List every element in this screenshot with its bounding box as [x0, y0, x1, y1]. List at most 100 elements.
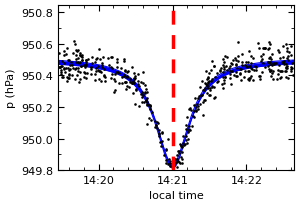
Point	[266, 49, 270, 52]
Point	[131, 72, 136, 75]
Point	[168, 160, 172, 163]
Point	[267, 63, 272, 66]
Point	[283, 75, 288, 79]
Point	[285, 77, 290, 80]
Point	[278, 57, 283, 61]
Point	[157, 131, 161, 135]
Point	[112, 91, 117, 95]
Point	[178, 145, 183, 148]
Point	[289, 45, 294, 48]
Point	[266, 47, 271, 50]
Point	[85, 72, 89, 75]
Point	[277, 52, 282, 55]
Point	[220, 58, 225, 61]
Point	[113, 89, 118, 93]
Point	[178, 143, 183, 146]
Point	[83, 61, 88, 64]
Point	[64, 53, 69, 56]
Point	[243, 64, 248, 67]
Point	[283, 70, 288, 73]
Point	[115, 58, 119, 62]
Point	[93, 78, 98, 82]
Point	[128, 81, 133, 84]
Point	[259, 71, 264, 75]
Point	[113, 71, 118, 74]
Point	[57, 66, 62, 70]
Point	[184, 135, 189, 138]
Point	[244, 61, 248, 64]
Point	[212, 76, 217, 79]
Point	[280, 56, 285, 59]
Point	[261, 62, 266, 65]
Point	[252, 65, 257, 69]
Point	[260, 48, 265, 51]
Point	[223, 76, 228, 80]
Point	[227, 65, 232, 68]
Point	[268, 56, 273, 59]
Point	[241, 76, 246, 79]
Point	[283, 63, 288, 66]
Point	[184, 124, 189, 127]
Point	[224, 65, 229, 68]
Point	[79, 55, 84, 58]
Point	[112, 78, 117, 81]
Point	[262, 47, 266, 50]
Point	[127, 85, 132, 89]
Point	[274, 62, 278, 66]
Point	[179, 161, 184, 165]
Point	[80, 56, 85, 59]
Point	[132, 78, 137, 81]
Point	[248, 55, 253, 58]
Point	[148, 119, 153, 122]
Point	[260, 58, 265, 61]
Point	[206, 80, 211, 84]
Point	[94, 58, 99, 61]
Point	[212, 97, 217, 100]
Point	[230, 63, 234, 67]
Point	[258, 55, 263, 58]
Point	[175, 171, 179, 174]
Point	[96, 69, 100, 72]
Point	[94, 67, 99, 70]
Point	[290, 67, 295, 71]
Point	[122, 69, 127, 73]
Point	[123, 81, 128, 84]
Point	[139, 81, 143, 84]
Point	[222, 82, 226, 86]
Point	[175, 158, 179, 161]
Point	[180, 145, 184, 149]
Point	[278, 76, 283, 80]
Point	[250, 57, 255, 60]
Point	[239, 79, 244, 82]
Point	[99, 66, 104, 69]
Point	[188, 129, 193, 132]
Point	[204, 70, 209, 73]
Point	[245, 61, 250, 64]
Point	[121, 74, 126, 78]
Point	[77, 52, 82, 55]
Point	[153, 119, 158, 123]
Point	[236, 41, 240, 44]
Point	[201, 114, 206, 118]
Point	[177, 160, 182, 164]
Point	[220, 64, 225, 68]
Point	[164, 159, 168, 162]
Point	[196, 97, 200, 101]
Point	[209, 60, 214, 63]
Point	[76, 81, 81, 84]
Point	[208, 89, 212, 93]
Point	[247, 77, 251, 81]
Point	[270, 64, 275, 68]
Point	[208, 80, 213, 83]
Point	[222, 68, 227, 71]
Point	[206, 81, 211, 85]
Point	[266, 61, 270, 64]
Point	[247, 65, 252, 68]
Point	[140, 101, 145, 104]
Point	[73, 61, 78, 64]
Point	[270, 70, 275, 73]
Point	[206, 94, 211, 97]
Point	[289, 70, 293, 73]
Point	[275, 49, 280, 52]
Point	[253, 66, 258, 69]
